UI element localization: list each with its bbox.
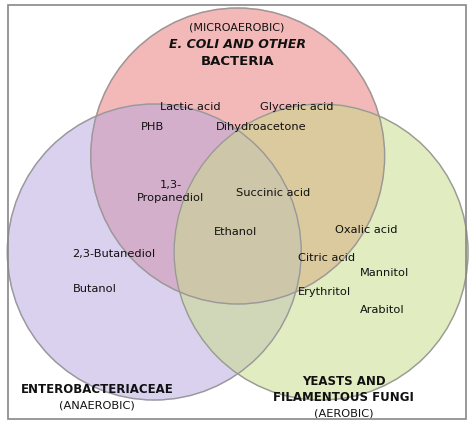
Circle shape (8, 104, 301, 400)
Text: Arabitol: Arabitol (360, 304, 404, 315)
Text: Oxalic acid: Oxalic acid (335, 225, 398, 235)
Circle shape (174, 104, 468, 400)
Text: Mannitol: Mannitol (360, 268, 409, 279)
Text: Citric acid: Citric acid (298, 253, 355, 263)
Text: Butanol: Butanol (73, 284, 116, 294)
Text: FILAMENTOUS FUNGI: FILAMENTOUS FUNGI (273, 391, 414, 404)
Text: BACTERIA: BACTERIA (200, 55, 274, 67)
Text: 2,3-Butanediol: 2,3-Butanediol (73, 249, 156, 259)
Text: (AEROBIC): (AEROBIC) (314, 408, 374, 418)
Text: YEASTS AND: YEASTS AND (302, 375, 386, 388)
Text: ENTEROBACTERIACEAE: ENTEROBACTERIACEAE (21, 383, 173, 396)
Text: Ethanol: Ethanol (214, 227, 258, 237)
Text: (ANAEROBIC): (ANAEROBIC) (59, 401, 135, 411)
Text: Glyceric acid: Glyceric acid (260, 102, 333, 112)
Text: Succinic acid: Succinic acid (236, 188, 310, 198)
Text: Erythritol: Erythritol (298, 287, 351, 297)
Text: (MICROAEROBIC): (MICROAEROBIC) (189, 22, 285, 33)
Text: PHB: PHB (141, 122, 164, 132)
Text: E. COLI AND OTHER: E. COLI AND OTHER (169, 38, 306, 51)
Circle shape (91, 8, 385, 304)
Text: Dihydroacetone: Dihydroacetone (216, 122, 307, 132)
Text: 1,3-
Propanediol: 1,3- Propanediol (137, 181, 204, 203)
Text: Lactic acid: Lactic acid (160, 102, 220, 112)
